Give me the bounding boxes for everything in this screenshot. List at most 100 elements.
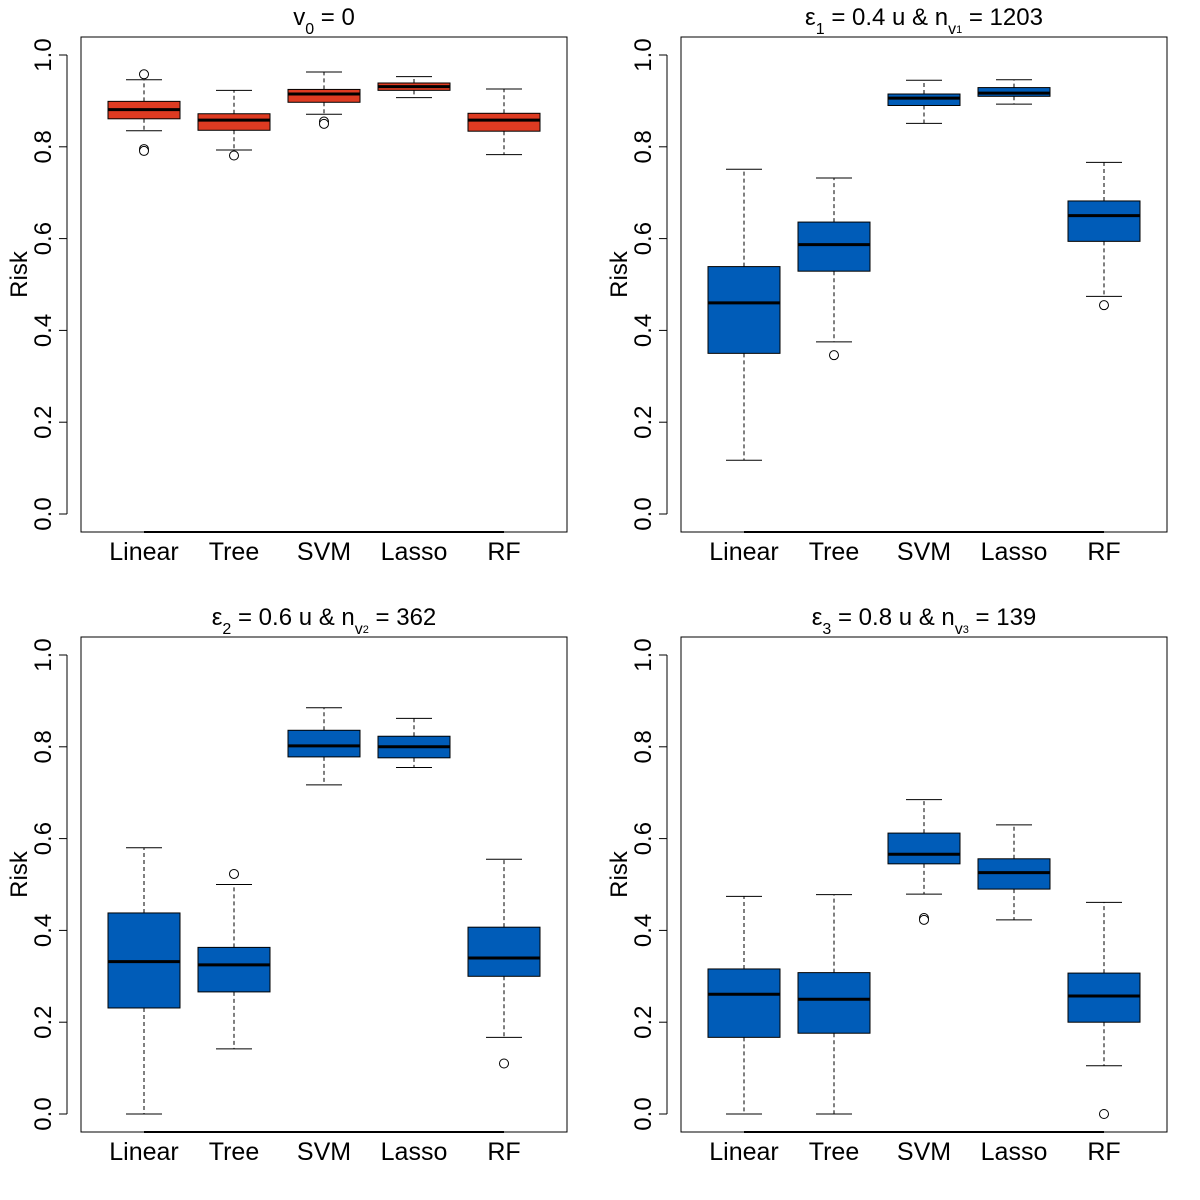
y-axis-label: Risk	[6, 850, 33, 898]
box-lasso	[977, 79, 1051, 105]
x-category-label: Tree	[209, 1138, 259, 1166]
x-category-label: SVM	[897, 538, 951, 566]
y-tick-label: 0.4	[630, 314, 657, 347]
x-category-label: Lasso	[981, 1138, 1048, 1166]
box-linear	[107, 847, 181, 1115]
chart-title: v0 = 0	[293, 4, 355, 38]
y-tick-label: 1.0	[630, 638, 657, 671]
chart-title: ε1 = 0.4 u & nv1 = 1203	[805, 4, 1043, 38]
y-tick-label: 0.4	[630, 914, 657, 947]
iqr-box	[1067, 200, 1141, 242]
outlier-point	[319, 118, 329, 129]
y-tick-label: 1.0	[630, 38, 657, 71]
x-category-label: Linear	[109, 1138, 179, 1166]
y-tick-label: 0.4	[30, 914, 57, 947]
x-category-label: Tree	[809, 538, 859, 566]
x-category-label: RF	[1087, 538, 1120, 566]
box-linear	[107, 69, 181, 156]
box-lasso	[377, 717, 451, 768]
y-tick-label: 0.2	[630, 406, 657, 439]
y-tick-label: 0.0	[630, 1097, 657, 1130]
box-svm	[287, 707, 361, 786]
chart-panel-2: ε1 = 0.4 u & nv1 = 1203 0.0 0.2 0.4 0.6 0.8 1.…	[606, 4, 1168, 566]
iqr-box	[707, 968, 781, 1038]
y-tick-label: 0.4	[30, 314, 57, 347]
y-axis-label: Risk	[606, 850, 633, 898]
box-rf	[467, 858, 541, 1069]
box-tree	[797, 894, 871, 1115]
x-category-label: Tree	[209, 538, 259, 566]
y-tick-label: 0.8	[630, 730, 657, 763]
plot-frame	[680, 636, 1168, 1133]
x-category-label: Linear	[709, 1138, 779, 1166]
box-lasso	[977, 824, 1051, 921]
y-tick-label: 0.2	[30, 1006, 57, 1039]
iqr-box	[467, 926, 541, 977]
y-tick-label: 0.8	[30, 130, 57, 163]
box-lasso	[377, 76, 451, 99]
iqr-box	[1067, 972, 1141, 1023]
y-tick-label: 0.6	[630, 222, 657, 255]
box-svm	[887, 799, 961, 925]
iqr-box	[797, 972, 871, 1034]
iqr-box	[887, 93, 961, 106]
chart-panel-4: ε3 = 0.8 u & nv3 = 139 0.0 0.2 0.4 0.6 0.8 1.0…	[606, 604, 1168, 1166]
outlier-point	[829, 350, 839, 361]
y-tick-label: 0.8	[630, 130, 657, 163]
iqr-box	[797, 221, 871, 272]
y-tick-label: 0.6	[30, 822, 57, 855]
outlier-point	[139, 145, 149, 156]
box-rf	[1067, 901, 1141, 1119]
x-category-label: Lasso	[381, 538, 448, 566]
y-tick-label: 0.6	[30, 222, 57, 255]
outlier-point	[1099, 1109, 1109, 1119]
x-category-label: SVM	[297, 538, 351, 566]
y-tick-label: 1.0	[30, 638, 57, 671]
y-axis-label: Risk	[6, 250, 33, 298]
outlier-point	[919, 914, 929, 925]
iqr-box	[467, 112, 541, 132]
outlier-point	[499, 1058, 509, 1069]
box-tree	[197, 89, 271, 161]
box-linear	[707, 168, 781, 461]
y-tick-label: 1.0	[30, 38, 57, 71]
iqr-box	[887, 832, 961, 865]
y-tick-label: 0.8	[30, 730, 57, 763]
outlier-point	[139, 69, 149, 80]
plot-frame	[80, 636, 568, 1133]
box-tree	[797, 177, 871, 361]
box-svm	[287, 71, 361, 129]
outlier-point	[229, 868, 239, 879]
box-rf	[467, 88, 541, 156]
x-category-label: Linear	[709, 538, 779, 566]
y-tick-label: 0.0	[630, 497, 657, 530]
chart-panel-3: ε2 = 0.6 u & nv2 = 362 0.0 0.2 0.4 0.6 0.8 1.0…	[6, 604, 568, 1166]
chart-title: ε3 = 0.8 u & nv3 = 139	[812, 604, 1037, 638]
iqr-box	[197, 113, 271, 131]
y-tick-label: 0.6	[630, 822, 657, 855]
chart-title: ε2 = 0.6 u & nv2 = 362	[212, 604, 437, 638]
x-category-label: RF	[487, 1138, 520, 1166]
chart-panel-1: v0 = 0 0.0 0.2 0.4 0.6 0.8 1.0 Risk Linear Tree SV…	[6, 4, 568, 566]
outlier-point	[1099, 300, 1109, 311]
iqr-box	[707, 266, 781, 354]
box-svm	[887, 79, 961, 124]
iqr-box	[287, 729, 361, 758]
x-category-label: Linear	[109, 538, 179, 566]
x-category-label: Lasso	[381, 1138, 448, 1166]
y-tick-label: 0.0	[30, 1097, 57, 1130]
box-rf	[1067, 161, 1141, 311]
outlier-point	[229, 150, 239, 161]
y-tick-label: 0.0	[30, 497, 57, 530]
x-category-label: RF	[487, 538, 520, 566]
x-category-label: Lasso	[981, 538, 1048, 566]
x-category-label: SVM	[297, 1138, 351, 1166]
box-linear	[707, 895, 781, 1115]
x-category-label: SVM	[897, 1138, 951, 1166]
y-tick-label: 0.2	[30, 406, 57, 439]
x-category-label: RF	[1087, 1138, 1120, 1166]
iqr-box	[287, 88, 361, 103]
box-tree	[197, 868, 271, 1050]
x-category-label: Tree	[809, 1138, 859, 1166]
